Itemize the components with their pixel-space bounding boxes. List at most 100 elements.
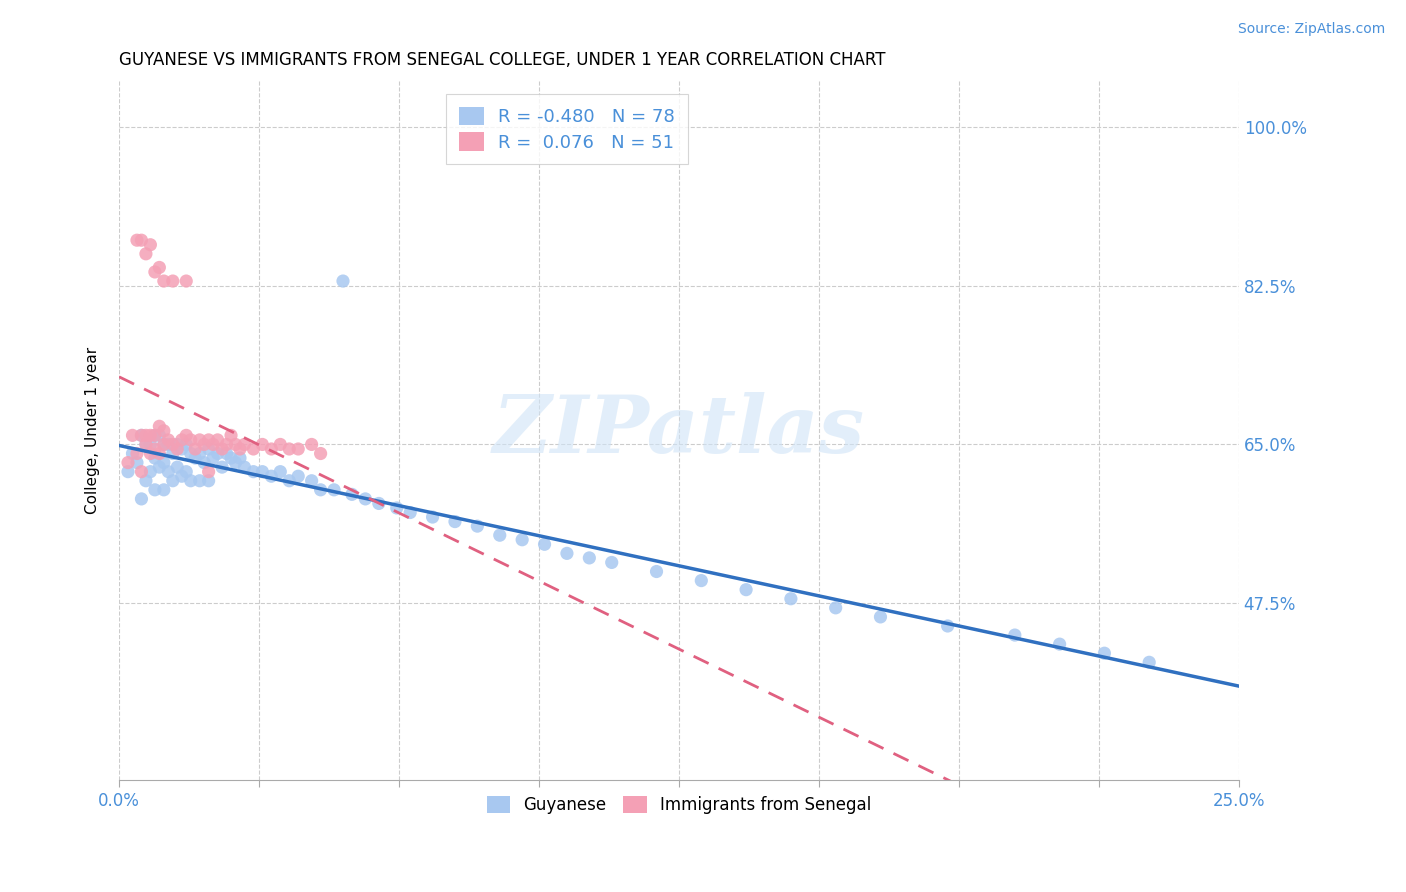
Point: [301, 474, 323, 488]
Point: [1004, 628, 1026, 642]
Point: [162, 446, 184, 460]
Point: [174, 428, 197, 442]
Point: [153, 456, 176, 470]
Point: [278, 442, 301, 456]
Point: [197, 433, 219, 447]
Point: [260, 469, 283, 483]
Point: [600, 556, 623, 570]
Point: [166, 437, 188, 451]
Point: [197, 465, 219, 479]
Point: [135, 437, 157, 451]
Point: [174, 274, 197, 288]
Point: [260, 442, 283, 456]
Point: [309, 483, 332, 497]
Point: [170, 433, 193, 447]
Point: [278, 474, 301, 488]
Point: [153, 437, 176, 451]
Point: [193, 437, 215, 451]
Point: [153, 483, 176, 497]
Point: [121, 446, 143, 460]
Point: [166, 442, 188, 456]
Point: [188, 433, 211, 447]
Point: [143, 265, 166, 279]
Legend: Guyanese, Immigrants from Senegal: Guyanese, Immigrants from Senegal: [477, 786, 882, 824]
Point: [936, 619, 959, 633]
Point: [117, 465, 139, 479]
Point: [162, 474, 184, 488]
Point: [139, 437, 162, 451]
Point: [340, 487, 363, 501]
Text: ZIPatlas: ZIPatlas: [494, 392, 865, 469]
Point: [690, 574, 713, 588]
Point: [309, 446, 332, 460]
Point: [555, 546, 578, 560]
Point: [224, 456, 246, 470]
Point: [157, 465, 180, 479]
Point: [180, 446, 202, 460]
Point: [202, 451, 225, 466]
Point: [219, 451, 242, 466]
Text: GUYANESE VS IMMIGRANTS FROM SENEGAL COLLEGE, UNDER 1 YEAR CORRELATION CHART: GUYANESE VS IMMIGRANTS FROM SENEGAL COLL…: [120, 51, 886, 69]
Point: [135, 428, 157, 442]
Point: [188, 446, 211, 460]
Point: [184, 442, 207, 456]
Point: [170, 469, 193, 483]
Point: [139, 237, 162, 252]
Point: [143, 428, 166, 442]
Point: [131, 491, 153, 506]
Point: [385, 500, 408, 515]
Point: [131, 465, 153, 479]
Point: [215, 446, 238, 460]
Point: [1137, 655, 1160, 669]
Point: [233, 437, 256, 451]
Point: [143, 442, 166, 456]
Point: [148, 460, 170, 475]
Point: [148, 428, 170, 442]
Point: [193, 456, 215, 470]
Point: [367, 496, 389, 510]
Point: [269, 437, 291, 451]
Point: [224, 437, 246, 451]
Point: [211, 442, 233, 456]
Point: [131, 428, 153, 442]
Point: [197, 474, 219, 488]
Point: [157, 437, 180, 451]
Point: [645, 565, 668, 579]
Point: [139, 446, 162, 460]
Point: [153, 424, 176, 438]
Point: [162, 437, 184, 451]
Point: [1049, 637, 1071, 651]
Point: [143, 451, 166, 466]
Y-axis label: College, Under 1 year: College, Under 1 year: [86, 347, 100, 515]
Point: [233, 460, 256, 475]
Point: [148, 419, 170, 434]
Point: [148, 446, 170, 460]
Point: [1092, 646, 1115, 660]
Point: [170, 442, 193, 456]
Point: [135, 474, 157, 488]
Point: [287, 442, 309, 456]
Point: [117, 456, 139, 470]
Point: [153, 274, 176, 288]
Point: [135, 247, 157, 261]
Point: [215, 437, 238, 451]
Point: [180, 433, 202, 447]
Point: [180, 474, 202, 488]
Point: [125, 446, 148, 460]
Point: [242, 465, 264, 479]
Point: [143, 428, 166, 442]
Point: [131, 233, 153, 247]
Point: [735, 582, 758, 597]
Point: [211, 460, 233, 475]
Point: [166, 460, 188, 475]
Point: [252, 437, 274, 451]
Point: [207, 433, 229, 447]
Point: [229, 451, 252, 466]
Point: [125, 456, 148, 470]
Point: [197, 442, 219, 456]
Point: [207, 446, 229, 460]
Point: [174, 437, 197, 451]
Point: [301, 437, 323, 451]
Point: [824, 600, 846, 615]
Point: [153, 437, 176, 451]
